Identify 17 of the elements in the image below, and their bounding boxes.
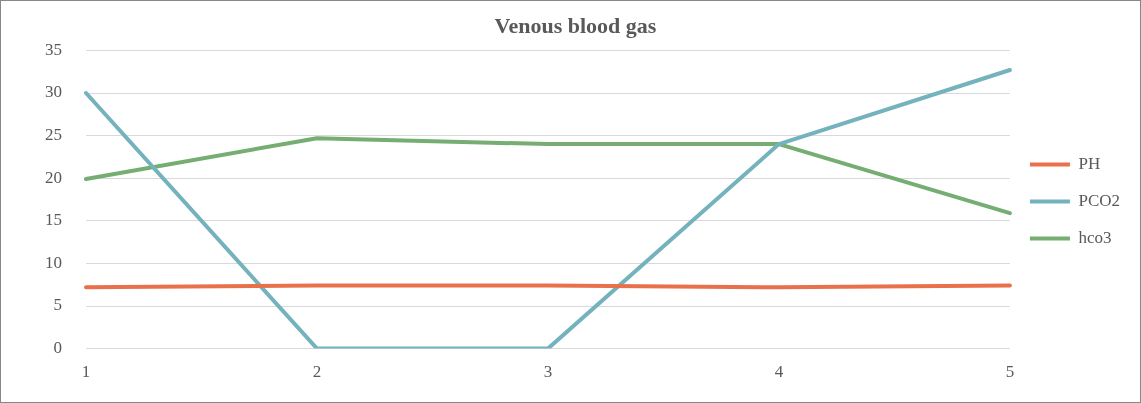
x-tick-label: 4 — [774, 362, 784, 382]
y-tick-label: 10 — [45, 252, 62, 272]
y-tick-label: 25 — [45, 125, 62, 145]
y-tick-label: 5 — [53, 295, 62, 315]
legend-label: hco3 — [1078, 227, 1112, 247]
chart-title: Venous blood gas — [494, 12, 657, 38]
legend-label: PH — [1078, 153, 1101, 173]
legend-label: PCO2 — [1078, 190, 1121, 210]
y-tick-label: 0 — [53, 338, 62, 358]
x-tick-label: 5 — [1005, 362, 1015, 382]
y-tick-label: 35 — [45, 39, 62, 59]
y-tick-label: 15 — [45, 210, 62, 230]
y-tick-label: 20 — [45, 167, 62, 187]
y-tick-label: 30 — [45, 82, 62, 102]
x-tick-label: 2 — [312, 362, 322, 382]
x-tick-label: 3 — [543, 362, 553, 382]
x-tick-label: 1 — [81, 362, 91, 382]
